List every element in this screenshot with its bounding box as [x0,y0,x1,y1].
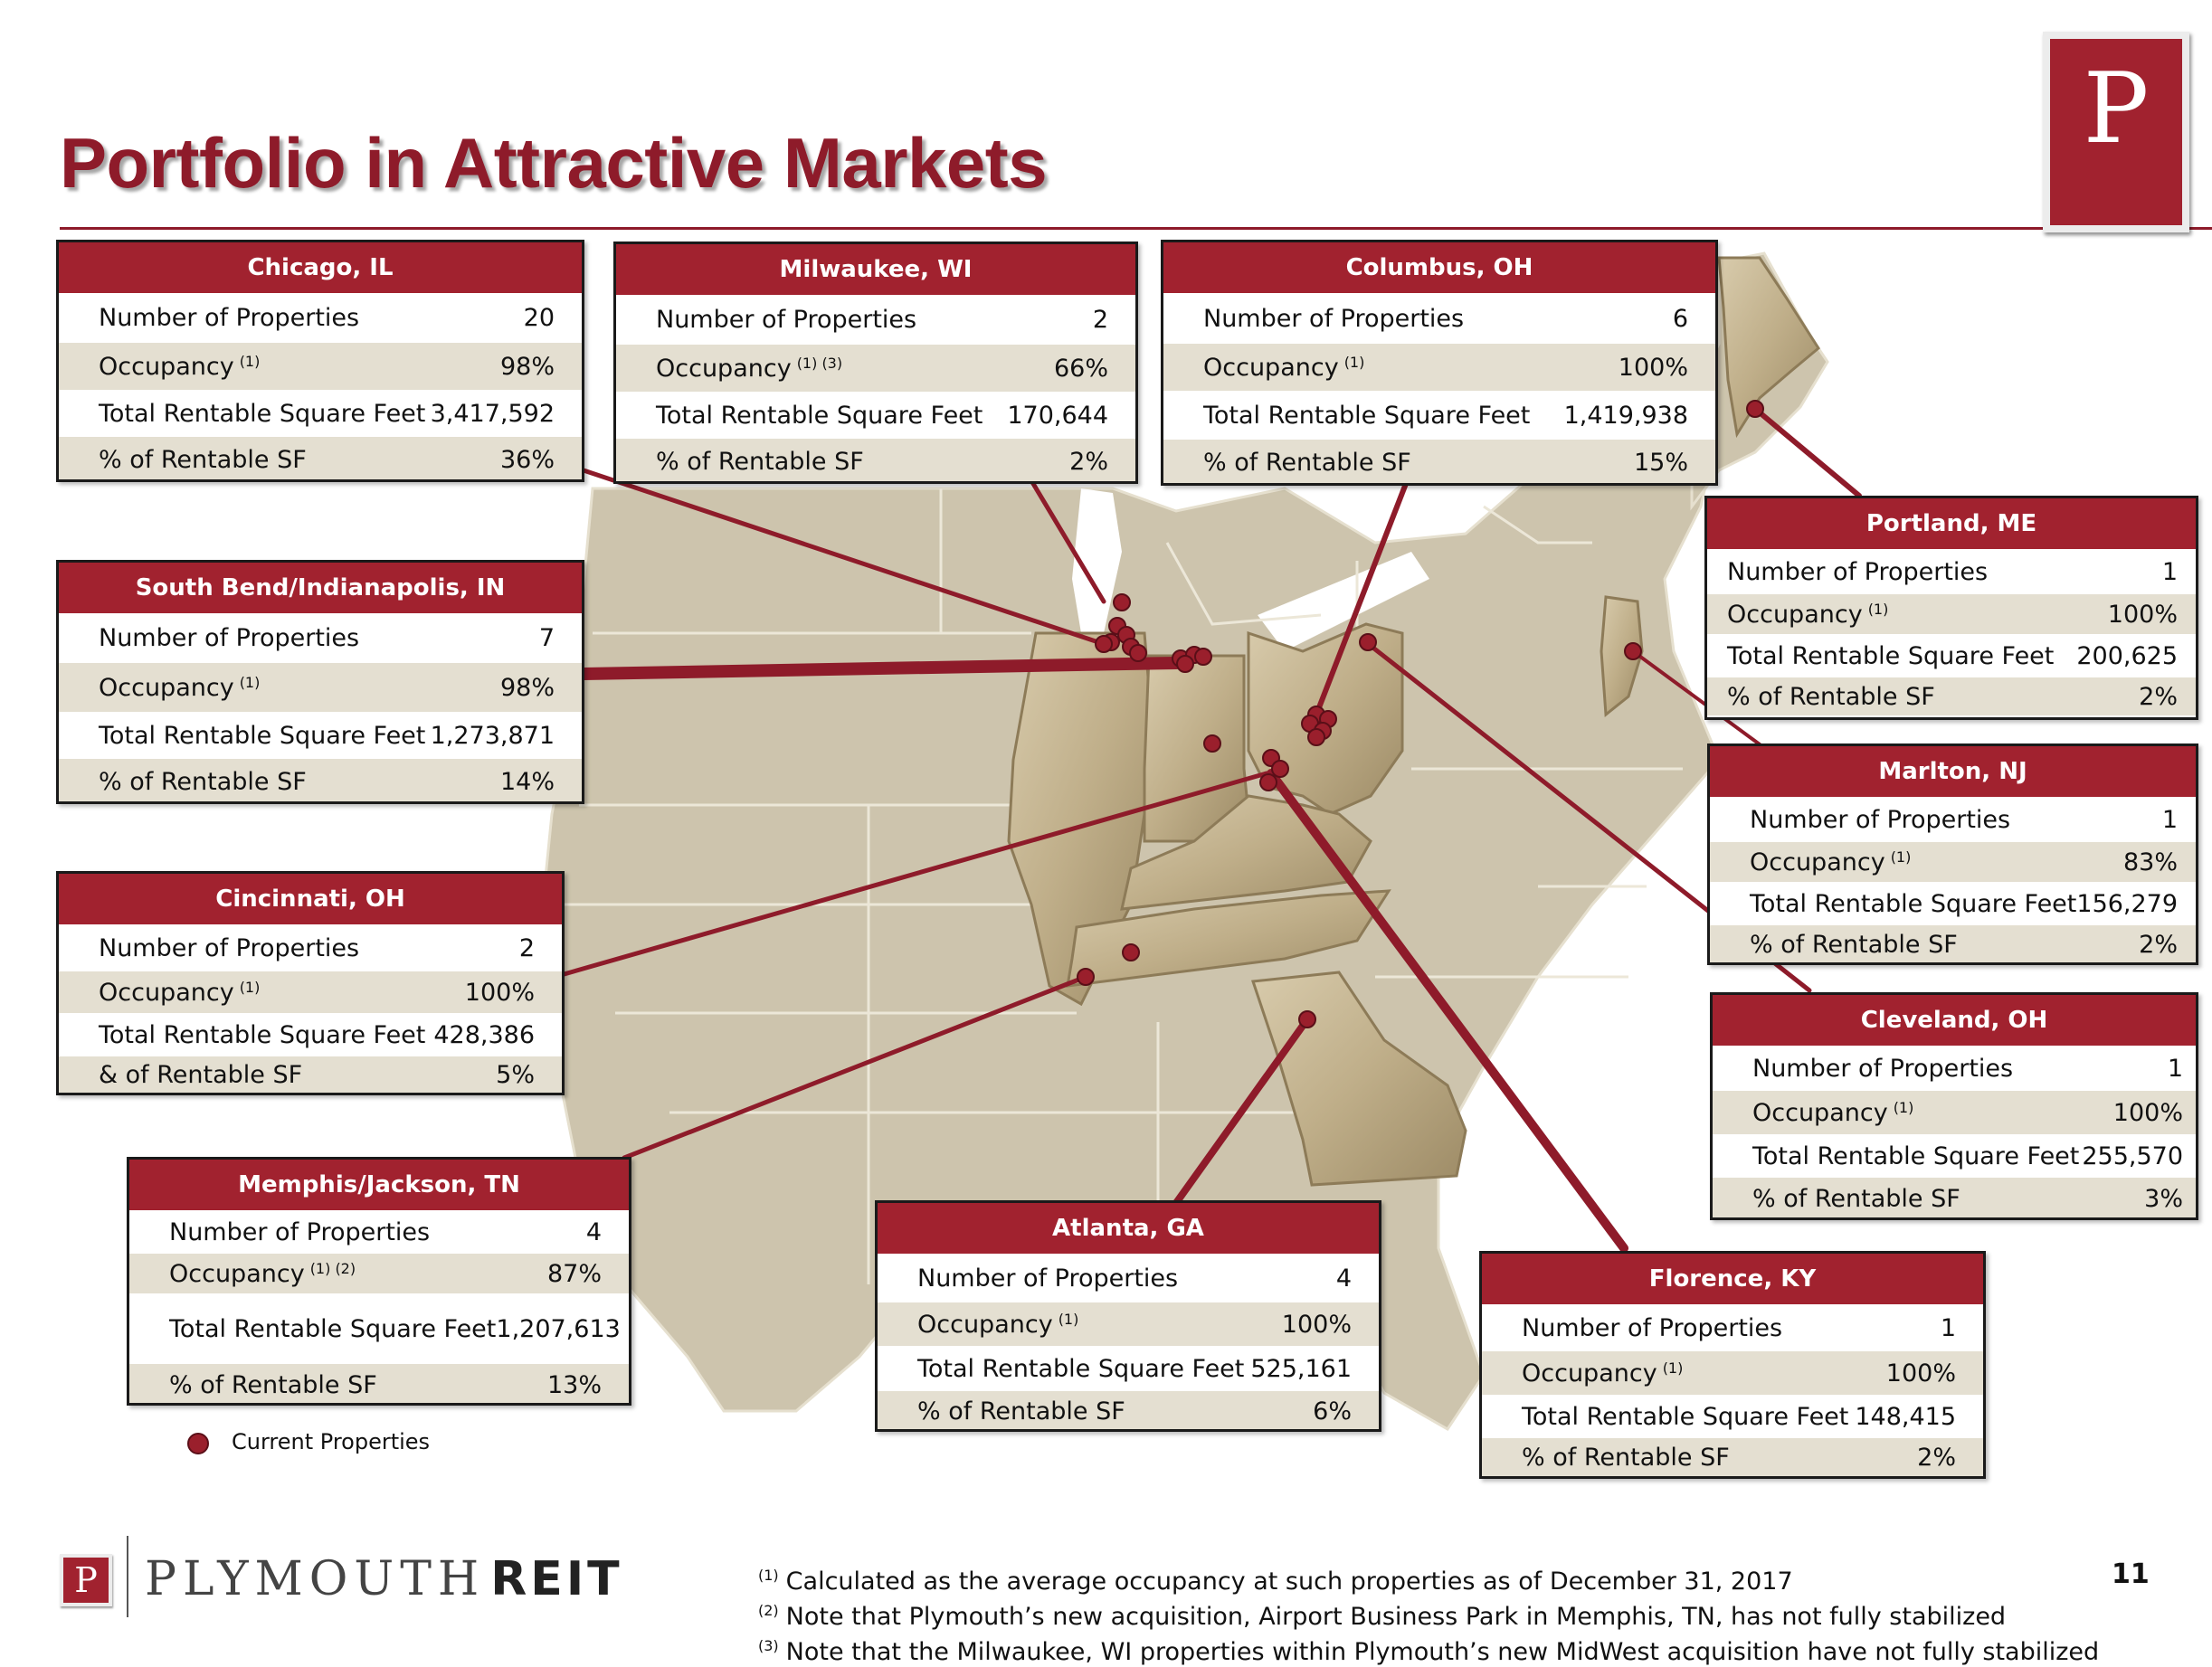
footnote-2: (2) Note that Plymouth’s new acquisition,… [758,1602,2007,1631]
connector-marlton [1631,649,1761,746]
title-divider [60,227,2212,230]
market-box-south-bend-indianapolis: South Bend/Indianapolis, IN Number of Pr… [56,560,584,804]
row-total-rentable-sf: Total Rentable Square Feet 428,386 [99,1020,535,1049]
state-new-jersey [1600,595,1644,717]
row-pct-rentable-sf: % of Rentable SF 36% [59,437,582,479]
connector-columbus [1314,478,1410,717]
row-total-rentable-sf: Total Rentable Square Feet 525,161 [917,1354,1352,1383]
legend-label: Current Properties [232,1429,431,1454]
property-dots [1077,400,1764,1028]
market-box-chicago: Chicago, IL Number of Properties 20 Occup… [56,240,584,482]
market-title: Chicago, IL [59,242,582,293]
footer-divider [127,1536,128,1617]
row-pct-rentable-sf: % of Rentable SF 2% [1710,925,2196,962]
connector-florence [1267,769,1628,1253]
row-pct-rentable-sf: & of Rentable SF 5% [59,1056,562,1093]
market-title: Atlanta, GA [878,1203,1379,1254]
market-title: Florence, KY [1482,1254,1983,1304]
row-number-of-properties: Number of Properties 20 [99,304,555,332]
page-number: 11 [2112,1558,2150,1590]
row-occupancy: Occupancy (1) 83% [1710,842,2196,882]
connector-cincinnati [558,771,1269,978]
market-title: Cincinnati, OH [59,874,562,924]
connector-chicago [581,468,1106,647]
market-box-cincinnati: Cincinnati, OH Number of Properties 2 Occ… [56,871,565,1095]
row-pct-rentable-sf: % of Rentable SF 6% [878,1391,1379,1429]
market-box-columbus: Columbus, OH Number of Properties 6 Occup… [1161,240,1718,486]
market-box-milwaukee: Milwaukee, WI Number of Properties 2 Occu… [613,242,1138,484]
market-title: Portland, ME [1707,498,2196,549]
state-tennessee [1066,889,1391,988]
row-pct-rentable-sf: % of Rentable SF 14% [59,759,582,801]
row-number-of-properties: Number of Properties 4 [917,1264,1352,1293]
row-number-of-properties: Number of Properties 6 [1203,304,1688,333]
footnote-3: (3) Note that the Milwaukee, WI propertie… [758,1637,2100,1666]
row-total-rentable-sf: Total Rentable Square Feet 156,279 [1750,889,2179,918]
row-total-rentable-sf: Total Rentable Square Feet 148,415 [1522,1402,1956,1431]
market-box-atlanta: Atlanta, GA Number of Properties 4 Occupa… [875,1200,1381,1432]
row-pct-rentable-sf: % of Rentable SF 3% [1713,1178,2196,1217]
footnote-1: (1) Calculated as the average occupancy a… [758,1567,1793,1596]
row-total-rentable-sf: Total Rentable Square Feet 1,273,871 [99,721,555,750]
market-title: Cleveland, OH [1713,995,2196,1046]
row-occupancy: Occupancy (1) 98% [59,343,582,390]
row-number-of-properties: Number of Properties 1 [1727,557,2178,586]
row-number-of-properties: Number of Properties 7 [99,624,555,652]
row-occupancy: Occupancy (1) (2) 87% [129,1254,629,1293]
market-box-florence: Florence, KY Number of Properties 1 Occup… [1479,1251,1986,1479]
row-total-rentable-sf: Total Rentable Square Feet 255,570 [1752,1141,2183,1170]
footer-logo: P [60,1554,112,1606]
connector-atlanta [1172,1016,1311,1207]
row-number-of-properties: Number of Properties 1 [1752,1054,2183,1083]
market-title: Marlton, NJ [1710,746,2196,797]
connector-south-bend [577,657,1182,680]
row-occupancy: Occupancy (1) 100% [59,971,562,1013]
row-total-rentable-sf: Total Rentable Square Feet 1,207,613 [169,1314,621,1343]
market-title: Columbus, OH [1163,242,1715,293]
market-box-memphis-jackson: Memphis/Jackson, TN Number of Properties… [127,1157,631,1406]
state-maine [1717,256,1820,439]
row-occupancy: Occupancy (1) 100% [1713,1091,2196,1134]
market-title: Memphis/Jackson, TN [129,1160,629,1210]
market-box-portland: Portland, ME Number of Properties 1 Occup… [1704,496,2198,720]
page-title: Portfolio in Attractive Markets [60,123,1048,203]
map-lake-erie [1258,552,1429,651]
row-total-rentable-sf: Total Rentable Square Feet 200,625 [1727,641,2178,670]
row-occupancy: Occupancy (1) (3) 66% [616,345,1135,392]
market-box-marlton: Marlton, NJ Number of Properties 1 Occupa… [1707,744,2198,965]
legend-dot-icon [187,1433,209,1454]
row-number-of-properties: Number of Properties 4 [169,1217,602,1246]
logo-letter: P [2083,52,2150,166]
row-occupancy: Occupancy (1) 100% [1163,344,1715,391]
row-pct-rentable-sf: % of Rentable SF 13% [129,1364,629,1403]
market-title: Milwaukee, WI [616,244,1135,295]
market-box-cleveland: Cleveland, OH Number of Properties 1 Occu… [1710,992,2198,1220]
row-total-rentable-sf: Total Rentable Square Feet 1,419,938 [1203,401,1688,430]
row-occupancy: Occupancy (1) 98% [59,663,582,712]
row-pct-rentable-sf: % of Rentable SF 2% [616,439,1135,481]
market-title: South Bend/Indianapolis, IN [59,563,582,613]
row-occupancy: Occupancy (1) 100% [1707,594,2196,634]
row-number-of-properties: Number of Properties 1 [1750,805,2178,834]
footer-logo-letter: P [74,1560,98,1600]
row-total-rentable-sf: Total Rentable Square Feet 170,644 [656,401,1108,430]
row-pct-rentable-sf: % of Rentable SF 2% [1482,1438,1983,1476]
row-number-of-properties: Number of Properties 2 [99,933,535,962]
footer-brand: PLYMOUTH REIT [145,1552,623,1606]
map-lake-michigan [1072,488,1122,633]
row-number-of-properties: Number of Properties 1 [1522,1313,1956,1342]
plymouth-logo: P [2043,32,2189,232]
footnotes: (1) Calculated as the average occupancy a… [758,1561,2099,1667]
connector-milwaukee [1027,475,1106,604]
row-number-of-properties: Number of Properties 2 [656,306,1108,334]
connector-portland [1752,406,1862,498]
connector-memphis [622,974,1088,1160]
row-occupancy: Occupancy (1) 100% [878,1302,1379,1346]
row-total-rentable-sf: Total Rentable Square Feet 3,417,592 [99,399,555,428]
row-occupancy: Occupancy (1) 100% [1482,1351,1983,1395]
row-pct-rentable-sf: % of Rentable SF 15% [1163,440,1715,483]
row-pct-rentable-sf: % of Rentable SF 2% [1707,677,2196,715]
